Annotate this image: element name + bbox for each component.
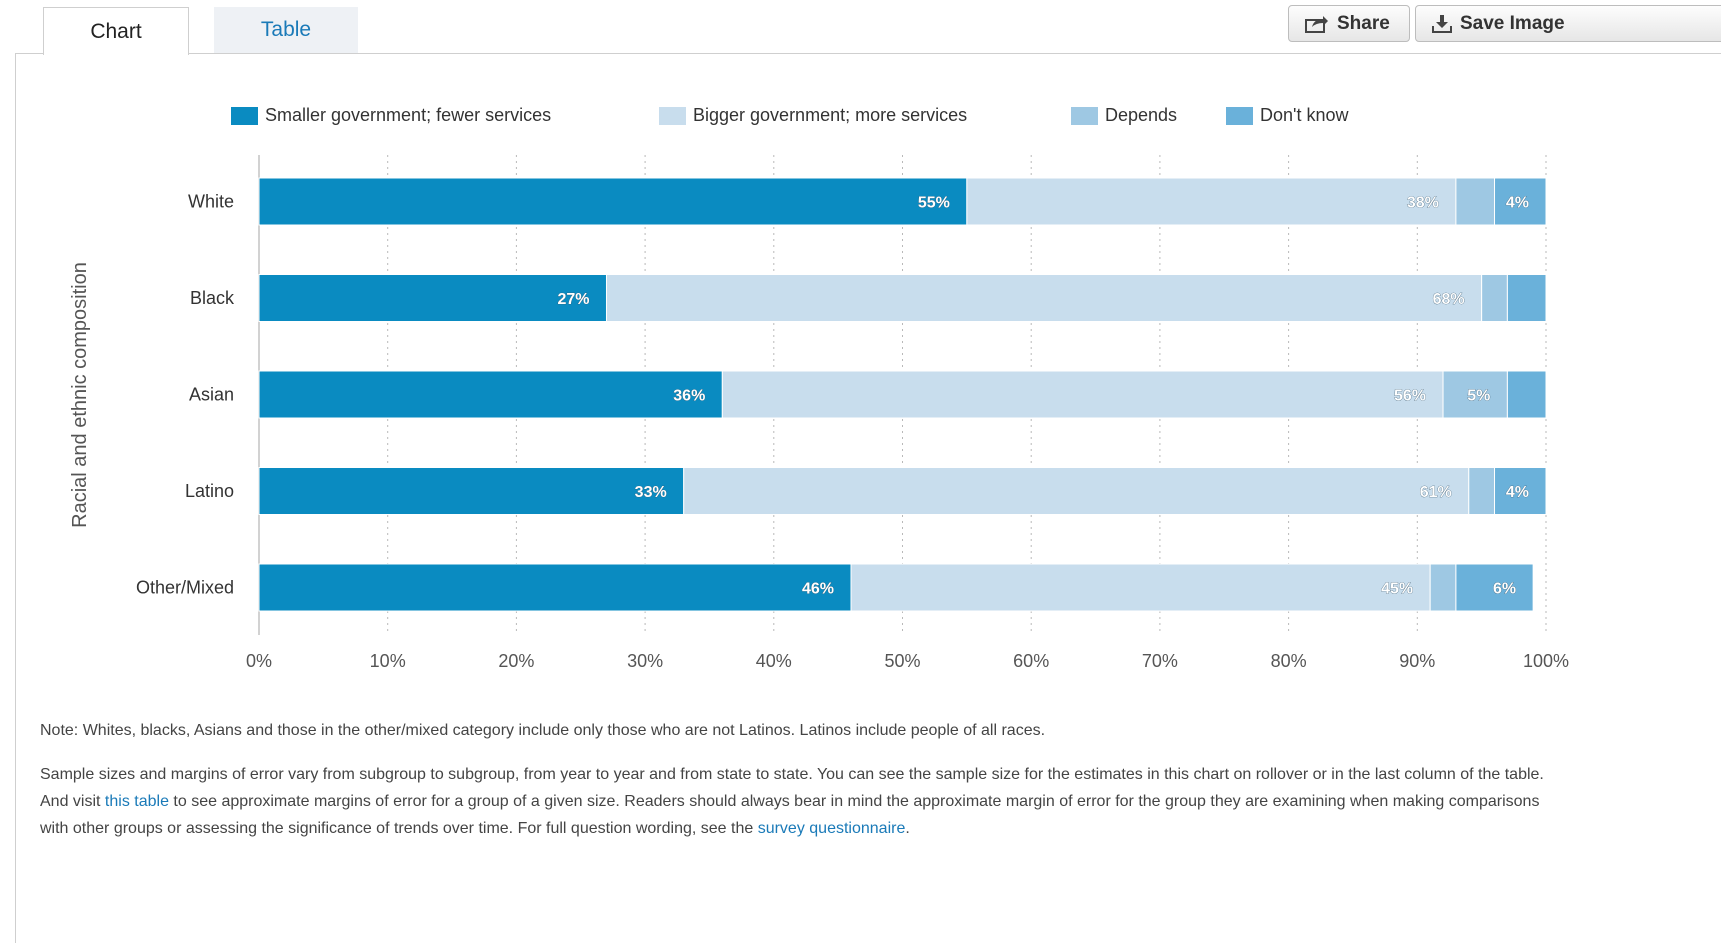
- x-tick-label: 70%: [1142, 651, 1178, 671]
- bar-segment: [1494, 467, 1547, 515]
- y-axis-title: Racial and ethnic composition: [69, 262, 91, 528]
- legend-label: Depends: [1105, 105, 1178, 125]
- bar-segment: [258, 467, 685, 515]
- x-tick-label: 10%: [370, 651, 406, 671]
- data-label: 4%: [1506, 195, 1529, 212]
- x-tick-label: 40%: [756, 651, 792, 671]
- legend-label: Smaller government; fewer services: [265, 105, 552, 125]
- data-label: 45%: [1381, 581, 1413, 598]
- x-tick-label: 20%: [498, 651, 534, 671]
- bar-segment: [258, 370, 723, 419]
- save-image-button[interactable]: Save Image: [1415, 5, 1721, 42]
- download-icon: [1432, 14, 1452, 33]
- x-tick-label: 60%: [1013, 651, 1049, 671]
- bar-segment: [1506, 370, 1547, 419]
- category-label: Latino: [185, 481, 234, 501]
- bar-segment: [683, 467, 1470, 515]
- this-table-link[interactable]: this table: [104, 793, 169, 810]
- tab-table[interactable]: Table: [214, 7, 358, 53]
- data-label: 61%: [1420, 484, 1452, 501]
- data-label: 6%: [1493, 581, 1516, 598]
- tab-chart[interactable]: Chart: [43, 7, 189, 55]
- data-label: 36%: [673, 388, 705, 405]
- legend-item-depends: Depends: [1071, 105, 1177, 126]
- data-label: 55%: [918, 195, 950, 212]
- x-tick-label: 50%: [884, 651, 920, 671]
- note-text: Sample sizes and margins of error vary f…: [40, 766, 1544, 810]
- legend-item-bigger: Bigger government; more services: [659, 105, 967, 126]
- x-tick-label: 0%: [246, 651, 272, 671]
- data-label: 46%: [802, 581, 834, 598]
- tab-divider: [15, 53, 1721, 54]
- methodology-note: Sample sizes and margins of error vary f…: [40, 761, 1560, 842]
- bar-segment: [1494, 177, 1547, 226]
- bar-segment: [1481, 274, 1508, 322]
- category-label: Other/Mixed: [136, 578, 234, 598]
- bar-segment: [258, 274, 607, 322]
- bar-segment: [850, 563, 1431, 612]
- x-tick-label: 90%: [1399, 651, 1435, 671]
- bar-segment: [1506, 274, 1547, 322]
- data-label: 68%: [1433, 291, 1465, 308]
- panel-border: [15, 53, 16, 943]
- legend-swatch: [1226, 106, 1253, 125]
- legend-swatch: [231, 106, 258, 125]
- data-label: 4%: [1506, 484, 1529, 501]
- legend-item-dont-know: Don't know: [1226, 105, 1348, 126]
- x-tick-label: 100%: [1523, 651, 1569, 671]
- legend-swatch: [659, 106, 686, 125]
- data-label: 27%: [557, 291, 589, 308]
- x-tick-label: 80%: [1271, 651, 1307, 671]
- bar-segment: [258, 177, 968, 226]
- legend-label: Don't know: [1260, 105, 1349, 125]
- category-label: Asian: [189, 385, 234, 405]
- bar-segment: [605, 274, 1483, 322]
- chart-note: Note: Whites, blacks, Asians and those i…: [40, 722, 1046, 739]
- bar-segment: [1429, 563, 1457, 612]
- share-label: Share: [1337, 12, 1390, 34]
- survey-questionnaire-link[interactable]: survey questionnaire: [757, 820, 906, 837]
- category-label: Black: [190, 288, 235, 308]
- category-label: White: [188, 192, 234, 212]
- share-icon: [1305, 15, 1328, 33]
- bar-segment: [1455, 563, 1534, 612]
- data-label: 5%: [1467, 388, 1490, 405]
- x-tick-label: 30%: [627, 651, 663, 671]
- bar-segment: [258, 563, 852, 612]
- stacked-bar-chart: 0% 10% 20% 30% 40% 50% 60% 70% 80% 90% 100% Racial …: [69, 155, 1569, 671]
- bar-segment: [1455, 177, 1496, 226]
- share-button[interactable]: Share: [1288, 5, 1410, 42]
- note-text: .: [905, 820, 910, 837]
- note-text: to see approximate margins of error for …: [40, 793, 1540, 837]
- data-label: 33%: [635, 484, 667, 501]
- bar-segment: [966, 177, 1457, 226]
- bar-segment: [1468, 467, 1496, 515]
- data-label: 38%: [1407, 195, 1439, 212]
- save-image-label: Save Image: [1460, 12, 1565, 34]
- legend-swatch: [1071, 106, 1098, 125]
- data-label: 56%: [1394, 388, 1426, 405]
- legend-item-smaller: Smaller government; fewer services: [231, 105, 551, 126]
- legend-label: Bigger government; more services: [693, 105, 968, 125]
- bar-segment: [721, 370, 1444, 419]
